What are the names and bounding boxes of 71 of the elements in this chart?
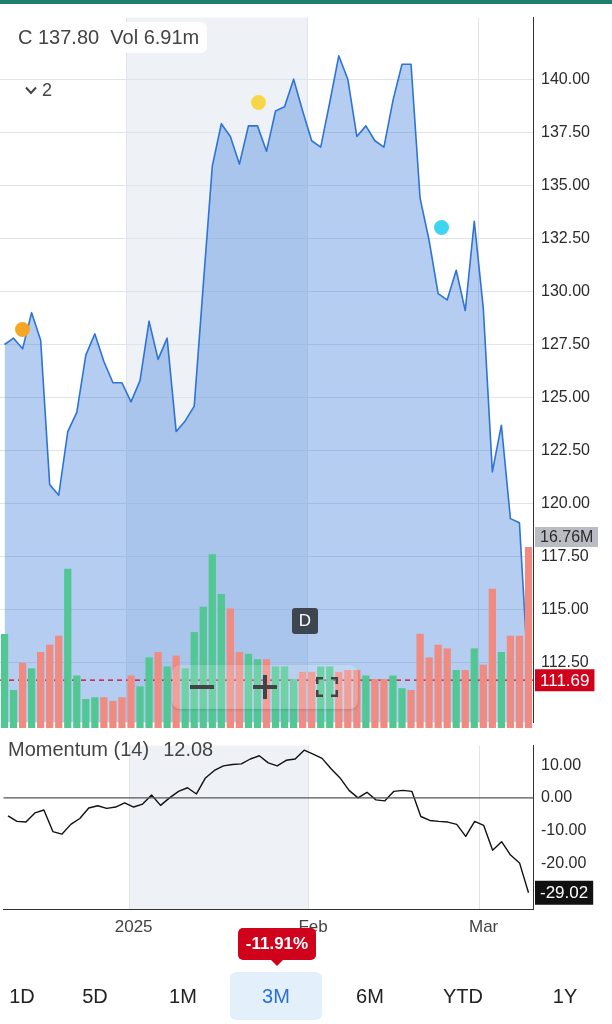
bar <box>73 675 81 728</box>
annotation: 2 <box>42 80 53 101</box>
y-tick-label: 117.50 <box>541 547 589 565</box>
bar <box>289 679 298 728</box>
y-tick-label: 115.00 <box>541 600 589 618</box>
text: 1D <box>8 984 36 1009</box>
y-tick-label: 10.00 <box>541 755 582 773</box>
text: YTD <box>442 984 484 1009</box>
bar <box>344 670 352 728</box>
bar <box>244 653 253 728</box>
bar <box>470 648 478 728</box>
x-tick-label: 2025 <box>114 916 153 936</box>
y-tick-label: 112.50 <box>541 653 589 671</box>
bar <box>461 670 469 728</box>
annotation: C 137.80 Vol 6.91m <box>10 22 208 53</box>
data-label: -29.02 <box>540 883 589 903</box>
y-tick-label: 127.50 <box>541 334 591 352</box>
bar <box>172 655 180 728</box>
y-tick-label: -20.00 <box>541 853 587 871</box>
y-tick-label: 130.00 <box>541 281 591 299</box>
bar <box>479 664 487 728</box>
x-tick-label: Mar <box>469 916 499 936</box>
bar <box>308 671 316 728</box>
y-tick-label: 120.00 <box>541 494 591 512</box>
text: 1Y <box>551 984 579 1009</box>
bar <box>434 644 442 728</box>
bar <box>64 568 72 728</box>
text: 1M <box>168 984 198 1009</box>
bar <box>226 608 234 728</box>
annotation: D <box>292 608 318 634</box>
y-tick-label: 137.50 <box>541 122 591 140</box>
bar <box>506 635 515 728</box>
y-tick-label: 132.50 <box>541 228 591 246</box>
bar <box>443 648 451 728</box>
bar <box>235 651 244 728</box>
bar <box>353 670 361 728</box>
bar <box>82 699 90 728</box>
bar <box>181 668 189 728</box>
y-tick-label: -10.00 <box>541 820 587 838</box>
text: 5D <box>81 984 109 1009</box>
y-tick-label: 0.00 <box>541 788 573 806</box>
bar <box>0 633 9 728</box>
y-tick-label: 140.00 <box>541 69 591 87</box>
bar <box>9 689 18 728</box>
bar <box>452 670 460 728</box>
bar <box>154 651 162 728</box>
bar <box>488 588 496 728</box>
bar <box>524 547 533 728</box>
y-tick-label: 125.00 <box>541 388 591 405</box>
bar <box>18 662 27 728</box>
y-tick-label: 135.00 <box>541 175 591 193</box>
bar <box>46 644 54 728</box>
bar <box>299 671 307 728</box>
bar <box>28 668 36 728</box>
chart-title: Momentum (14) <box>8 738 150 761</box>
bar <box>91 697 99 728</box>
y-tick-label: 122.50 <box>541 441 591 459</box>
text: 3M <box>230 972 322 1020</box>
bar <box>55 635 63 728</box>
bar <box>515 635 524 728</box>
bar <box>497 651 505 728</box>
bar <box>362 675 370 728</box>
bar <box>37 651 45 728</box>
ref-line-label: 111.69 <box>540 670 590 690</box>
text: 6M <box>355 984 385 1009</box>
bar <box>326 666 334 728</box>
bar <box>280 666 289 728</box>
bar <box>217 594 225 728</box>
annotation: 12.08 <box>163 738 214 761</box>
text: 16.76M <box>535 527 599 547</box>
bar <box>163 666 171 728</box>
